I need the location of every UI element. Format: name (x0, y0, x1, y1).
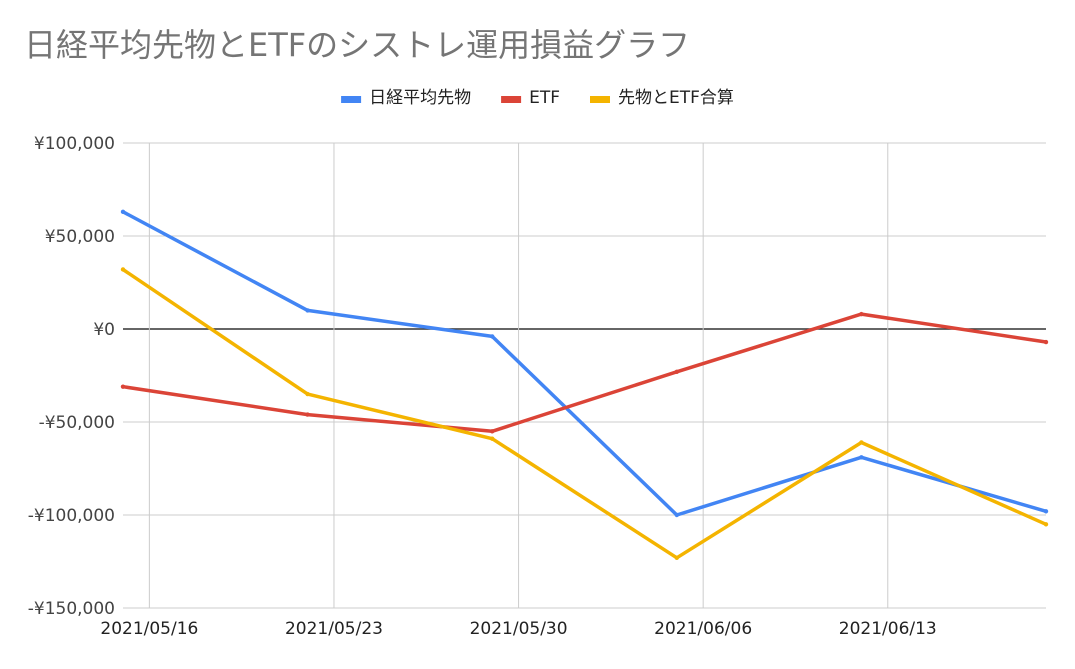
data-point (120, 267, 126, 272)
data-point (305, 391, 310, 397)
data-point (1043, 509, 1049, 514)
series-line-2 (121, 312, 1048, 434)
x-tick-label: 2021/05/30 (470, 619, 568, 639)
y-tick-label: -¥100,000 (28, 506, 115, 526)
y-axis: ¥100,000 ¥50,000 ¥0 -¥50,000 -¥100,000 -¥150,… (28, 134, 115, 619)
x-tick-label: 2021/05/23 (285, 619, 383, 639)
data-point (490, 429, 495, 434)
legend-item-3: 先物とETF合算 (590, 88, 734, 108)
legend-swatch (341, 96, 362, 103)
data-point (490, 436, 495, 441)
x-tick-label: 2021/05/16 (100, 619, 198, 639)
chart-title: 日経平均先物とETFのシストレ運用損益グラフ (24, 26, 690, 64)
legend-swatch (590, 96, 610, 103)
y-tick-label: ¥100,000 (34, 134, 115, 154)
series-line-3 (121, 267, 1048, 560)
series-line-1 (121, 210, 1048, 517)
data-point (859, 455, 864, 460)
y-tick-label: -¥150,000 (28, 599, 115, 619)
legend-item-2: ETF (501, 88, 560, 108)
x-axis: 2021/05/16 2021/05/23 2021/05/30 2021/06/06… (100, 619, 936, 639)
data-point (674, 369, 679, 374)
data-point (674, 555, 679, 560)
legend-swatch (501, 96, 522, 103)
series-group (120, 209, 1049, 560)
legend-label: ETF (529, 88, 560, 108)
y-tick-label: ¥0 (93, 320, 115, 340)
data-point (859, 311, 864, 317)
chart-legend: 日経平均先物 ETF 先物とETF合算 (341, 88, 734, 108)
x-tick-label: 2021/06/13 (839, 619, 937, 639)
legend-label: 先物とETF合算 (618, 88, 734, 108)
y-tick-label: ¥50,000 (45, 227, 115, 247)
data-point (859, 440, 864, 445)
data-point (305, 412, 310, 417)
data-point (1043, 522, 1049, 527)
legend-item-1: 日経平均先物 (341, 88, 471, 108)
data-point (490, 334, 495, 339)
data-point (120, 384, 126, 389)
gridlines (123, 142, 1046, 609)
data-point (305, 308, 310, 313)
y-tick-label: -¥50,000 (39, 413, 115, 433)
data-point (120, 209, 126, 215)
data-point (674, 512, 679, 518)
data-point (1043, 339, 1049, 345)
legend-label: 日経平均先物 (369, 88, 471, 108)
x-tick-label: 2021/06/06 (654, 619, 752, 639)
